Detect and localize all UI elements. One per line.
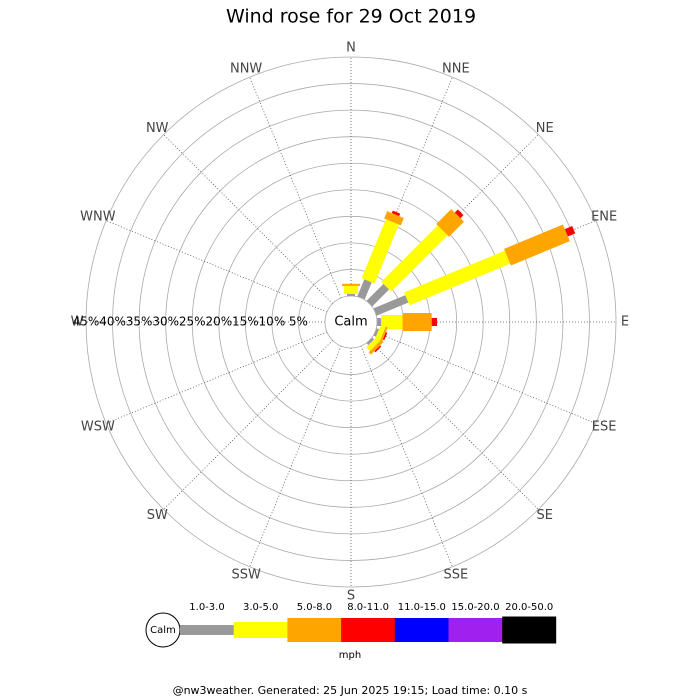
- ring-label: 5%: [289, 315, 308, 329]
- chart-title: Wind rose for 29 Oct 2019: [226, 6, 476, 28]
- ring-label: 45%: [73, 315, 100, 329]
- wind-bar: [347, 293, 355, 296]
- direction-label: ESE: [592, 419, 617, 434]
- wind-bar: [382, 332, 388, 341]
- legend-label: 3.0-5.0: [243, 602, 278, 613]
- legend-swatch: [448, 618, 503, 642]
- direction-label: SSE: [443, 568, 468, 583]
- wind-bar: [378, 326, 388, 345]
- wind-bar: [361, 219, 399, 284]
- ring: [218, 189, 484, 455]
- legend-label: 1.0-3.0: [189, 602, 224, 613]
- wind-bar: [373, 295, 409, 316]
- legend-unit: mph: [339, 650, 361, 661]
- spoke: [106, 331, 328, 424]
- direction-label: NNW: [230, 61, 262, 76]
- ring-label: 40%: [99, 315, 126, 329]
- rose: N NNE NE ENE E ESE SE SSE S SSW SW WSW W WNW NW NNW Calm…: [71, 41, 630, 604]
- spoke: [163, 340, 333, 510]
- direction-label: ENE: [591, 210, 617, 225]
- direction-label: SW: [147, 508, 168, 523]
- legend-swatch: [341, 618, 396, 642]
- wind-bar: [366, 337, 375, 346]
- legend-label: 11.0-15.0: [398, 602, 446, 613]
- footer: @nw3weather. Generated: 25 Jun 2025 19:1…: [173, 684, 528, 697]
- legend-swatch: [502, 616, 557, 644]
- wind-bar: [376, 318, 382, 326]
- ring-label: 25%: [179, 315, 206, 329]
- direction-label: NW: [146, 121, 169, 136]
- calm-circle: [324, 295, 378, 349]
- spoke: [249, 77, 342, 299]
- wind-bar: [381, 315, 403, 329]
- ring: [244, 215, 458, 429]
- spoke: [249, 345, 342, 567]
- direction-label: WNW: [80, 210, 116, 225]
- ring-label: 20%: [205, 315, 232, 329]
- wind-bar: [374, 345, 382, 353]
- wind-bar: [373, 328, 380, 337]
- wind-bar: [564, 226, 576, 237]
- legend-swatch: [394, 618, 449, 642]
- wind-bar: [381, 225, 448, 292]
- wind-bar: [454, 209, 464, 219]
- wind-bar: [431, 318, 438, 326]
- legend-swatch: [287, 618, 342, 642]
- calm-label: Calm: [334, 315, 367, 330]
- direction-label: E: [621, 315, 629, 330]
- spoke: [360, 345, 453, 567]
- wind-bar: [344, 285, 358, 294]
- wind-bar: [366, 283, 390, 307]
- ring: [85, 56, 617, 588]
- wind-bar: [374, 326, 386, 342]
- ring-label: 10%: [259, 315, 286, 329]
- direction-label: S: [347, 589, 355, 604]
- ring-label: 35%: [126, 315, 153, 329]
- wind-bar: [368, 339, 384, 355]
- wind-bar: [404, 250, 511, 306]
- legend: Calm 1.0-3.0 3.0-5.0 5.0-8.0 8.0-11.0 11.0-15…: [145, 602, 557, 648]
- legend-label: 15.0-20.0: [451, 602, 499, 613]
- legend-swatch: [180, 625, 234, 635]
- wind-bar: [402, 313, 432, 331]
- spoke: [106, 220, 328, 313]
- ring: [112, 83, 590, 561]
- wind-bar: [504, 224, 570, 266]
- direction-label: W: [71, 315, 84, 330]
- wind-bar: [366, 337, 380, 351]
- wind-bar: [436, 208, 465, 237]
- spoke: [374, 331, 596, 424]
- legend-label: 20.0-50.0: [505, 602, 553, 613]
- wind-bar: [357, 279, 372, 300]
- direction-label: SSW: [231, 568, 261, 583]
- wind-bar: [391, 210, 401, 217]
- direction-label: N: [346, 41, 356, 56]
- ring-label: 15%: [232, 315, 259, 329]
- legend-label: 5.0-8.0: [297, 602, 332, 613]
- ring: [138, 109, 564, 535]
- legend-label: 8.0-11.0: [347, 602, 389, 613]
- legend-calm-label: Calm: [150, 625, 176, 636]
- legend-swatch: [233, 622, 288, 638]
- spoke: [369, 340, 539, 510]
- direction-label: WSW: [81, 419, 115, 434]
- spoke: [163, 134, 333, 304]
- ring-label: 30%: [152, 315, 179, 329]
- wind-bar: [342, 283, 360, 286]
- direction-label: NNE: [442, 61, 470, 76]
- direction-label: SE: [537, 508, 553, 523]
- direction-label: NE: [536, 121, 554, 136]
- wind-bar: [384, 211, 404, 226]
